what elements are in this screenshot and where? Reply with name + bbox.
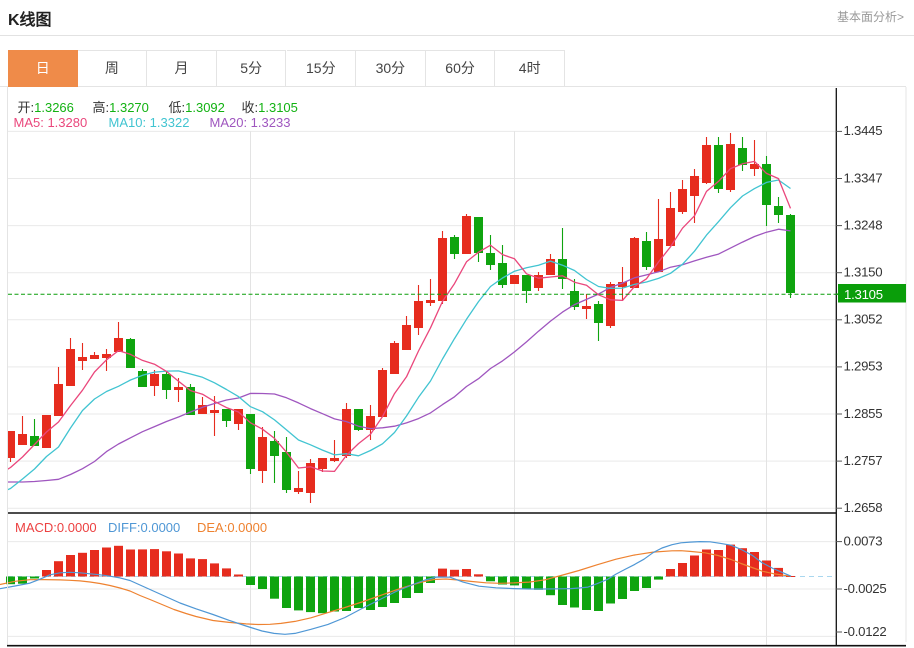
svg-text:1.2658: 1.2658 <box>844 500 883 515</box>
svg-text:1.3105: 1.3105 <box>844 287 883 302</box>
svg-text:1.2953: 1.2953 <box>844 359 883 374</box>
svg-text:1.3150: 1.3150 <box>844 265 883 280</box>
svg-text:1.2855: 1.2855 <box>844 406 883 421</box>
svg-text:0.0073: 0.0073 <box>844 533 883 548</box>
svg-text:-0.0122: -0.0122 <box>844 624 887 639</box>
svg-text:1.3052: 1.3052 <box>844 312 883 327</box>
svg-text:1.2757: 1.2757 <box>844 453 883 468</box>
svg-text:-0.0025: -0.0025 <box>844 581 887 596</box>
svg-text:1.3248: 1.3248 <box>844 217 883 232</box>
svg-text:1.3445: 1.3445 <box>844 123 883 138</box>
svg-text:1.3347: 1.3347 <box>844 170 883 185</box>
